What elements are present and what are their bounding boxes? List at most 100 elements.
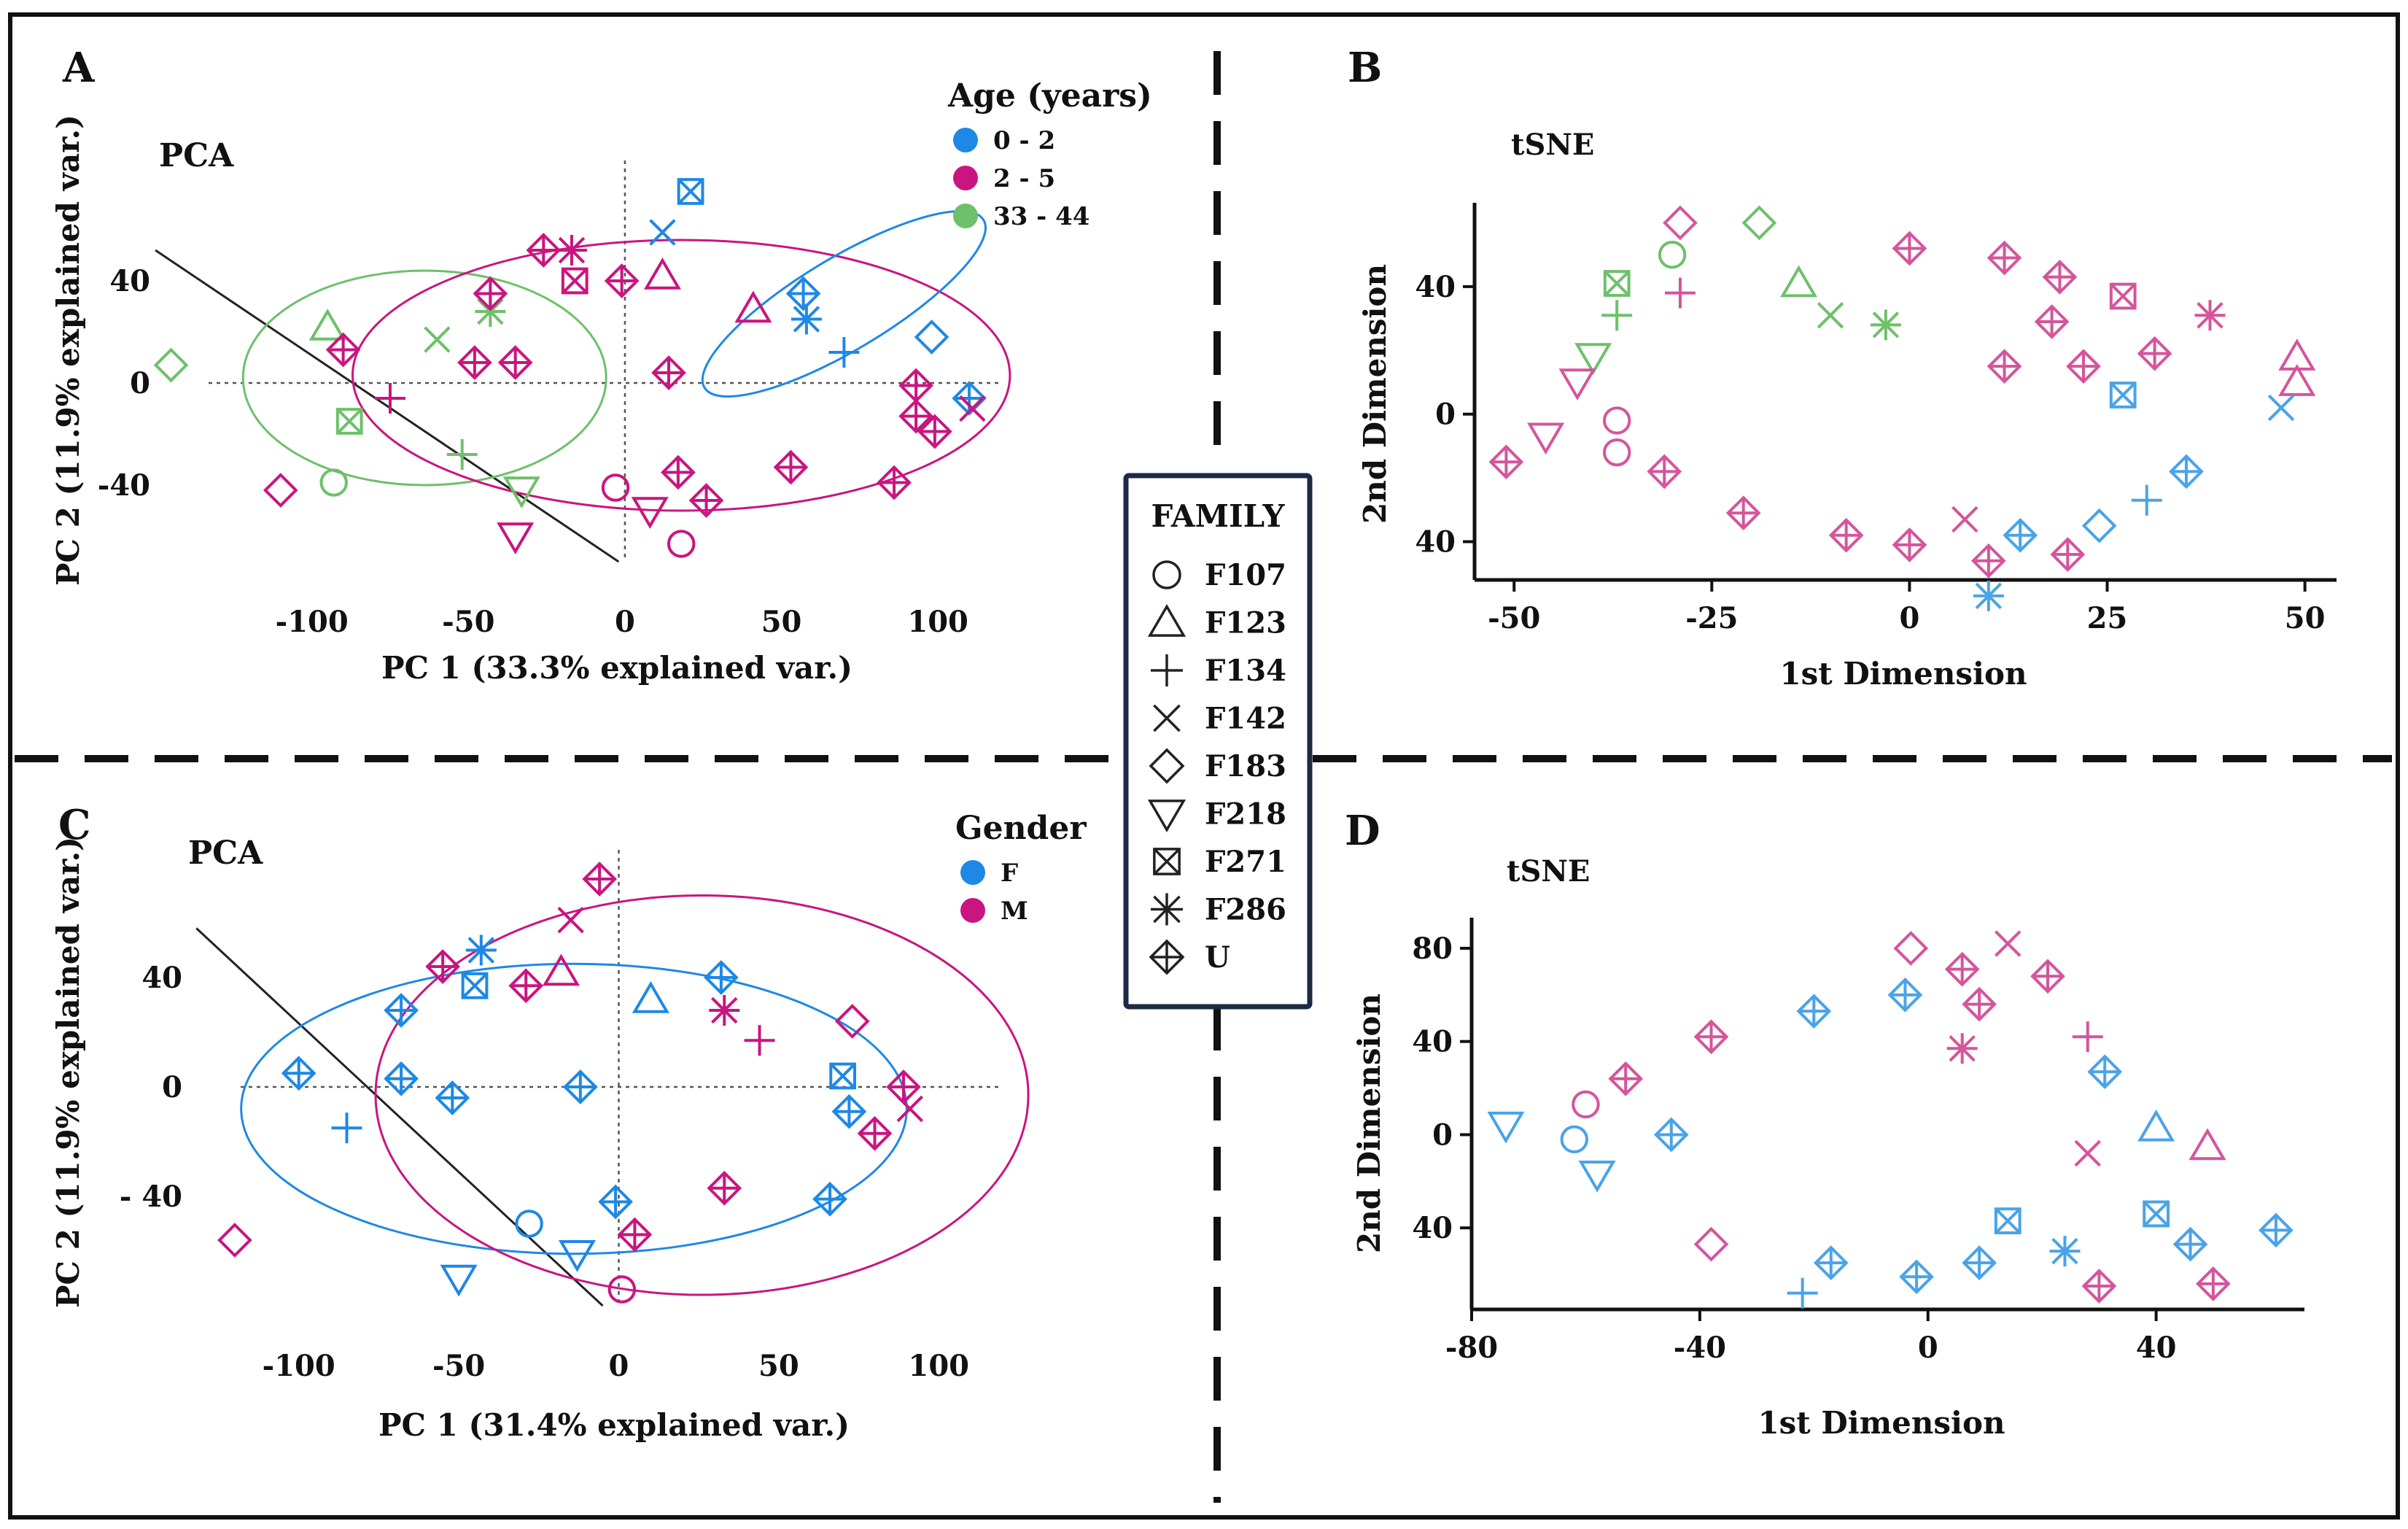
panel-a-point-triangle-down-stroke [502,476,540,508]
panel-d-point-star-stroke [1946,1033,1978,1064]
panel-b-point-cross-stroke [2267,394,2295,422]
panel-a-point-cross-stroke [424,326,451,353]
family-legend-marker-triangle-down [1147,800,1186,832]
panel-a-xtick: -50 [442,605,494,639]
panel-c-point-cross-stroke [896,1095,923,1123]
panel-c-xlabel: PC 1 (31.4% explained var.) [378,1407,850,1443]
panel-c-ylabel: PC 2 (11.9% explained var.) [50,837,86,1308]
panel-d-point-diamond-plus [1962,986,1997,1022]
panel-c-point-circle [607,1275,637,1304]
panel-a-point-diamond-plus-stroke [651,355,686,390]
panel-a-point-diamond-plus-stroke [325,332,361,368]
panel-a-point-diamond-plus-stroke [877,465,912,500]
panel-b-ytick: 40 [1415,525,1456,560]
family-legend-marker-triangle-down-stroke [1147,800,1186,832]
panel-a-point-diamond-plus [604,263,640,298]
panel-a-point-diamond-plus-stroke [473,276,508,311]
panel-d-point-diamond-plus-stroke [1887,977,1923,1013]
panel-c-point-diamond-plus [384,1061,419,1096]
panel-c-point-plus [744,1025,775,1056]
panel-c-legend-label: F [1001,859,1018,888]
panel-a-point-cross [424,326,451,353]
panel-a-point-plus-stroke [446,439,478,470]
panel-c-point-triangle [632,981,669,1013]
panel-d-point-diamond-plus-stroke [1899,1259,1934,1295]
panel-b-point-circle [1658,240,1687,269]
panel-d-point-diamond-plus-stroke [1962,1245,1997,1280]
panel-c-point-diamond-plus [857,1115,893,1151]
family-legend-label: F107 [1205,558,1286,592]
panel-b-point-plus [1601,300,1633,331]
panel-a-point-triangle [308,309,346,341]
panel-b-point-diamond-plus-stroke [1828,517,1864,553]
panel-b-point-star-stroke [1973,580,2004,611]
panel-b-xtick: 50 [2285,601,2326,635]
panel-c-point-diamond-plus [435,1080,470,1115]
panel-a-point-square-x [335,408,363,435]
panel-c-point-diamond-plus [562,1069,598,1104]
panel-a-point-diamond-plus [457,345,492,380]
panel-c-ytick: 0 [162,1070,182,1104]
panel-d-point-circle-stroke [1560,1125,1589,1154]
panel-c-ytick: - 40 [120,1180,182,1214]
panel-d-point-triangle-stroke [2137,1109,2175,1142]
panel-d-point-diamond-stroke [1893,931,1929,966]
panel-a-point-star [556,235,587,266]
panel-a-point-diamond-plus-stroke [773,449,809,485]
panel-b-point-square-x [1603,270,1631,297]
panel-d-point-circle [1572,1090,1600,1119]
panel-c-point-diamond-plus [886,1069,921,1104]
panel-a-point-diamond-plus [773,449,809,485]
panel-c-point-cross [896,1095,923,1123]
figure-frame [8,12,2400,1520]
family-legend-marker-plus-stroke [1151,654,1183,686]
panel-c-point-diamond-plus-stroke [857,1115,893,1151]
panel-b-point-diamond-plus [1986,240,2022,276]
family-legend-marker-diamond-plus-stroke [1149,939,1185,975]
family-legend-label: F183 [1205,749,1286,783]
panel-b-point-square-x-stroke [2109,382,2137,409]
panel-d-point-diamond-plus-stroke [1653,1117,1689,1153]
panel-a-point-diamond-plus-stroke [898,398,933,434]
panel-c-point-star-stroke [709,995,740,1026]
panel-b-xtick: 0 [1900,601,1920,635]
panel-d-point-diamond-plus-stroke [2081,1269,2117,1304]
panel-b-point-triangle-down-stroke [1574,343,1612,376]
panel-b-point-diamond-plus-stroke [1725,495,1761,531]
panel-letter-c: C [58,801,91,849]
panel-b-point-diamond-plus-stroke [2003,517,2038,553]
panel-b-point-cross [1817,302,1844,329]
panel-b-point-star [1973,580,2004,611]
panel-b-point-square-x [2109,282,2137,310]
panel-b-point-diamond-plus-stroke [2050,537,2086,572]
panel-d-xlabel: 1st Dimension [1758,1405,2005,1441]
panel-a-point-plus-stroke [375,383,405,414]
panel-c-point-diamond-stroke [217,1223,252,1258]
panel-c-xtick: 100 [908,1349,969,1383]
panel-a-legend-swatch-blue [953,128,978,152]
family-legend-marker-star-stroke [1151,893,1183,926]
panel-b-title: tSNE [1511,128,1594,162]
panel-b-point-diamond-plus-stroke [1971,543,2006,578]
family-legend-marker-cross-stroke [1153,704,1181,732]
panel-c-point-square-x-stroke [461,972,489,999]
panel-a-xtick: 50 [761,605,802,639]
panel-b-point-square-x-stroke [2109,282,2137,310]
panel-c-point-diamond [217,1223,252,1258]
panel-d-point-diamond-plus-stroke [1796,994,1832,1029]
panel-c-point-diamond-plus [582,862,617,897]
panel-d-point-square-x [1994,1207,2021,1235]
panel-c-point-circle-stroke [607,1275,637,1304]
panel-a-point-plus [828,337,860,368]
panel-a-point-circle-stroke [667,530,696,558]
panel-c-point-triangle-down-stroke [440,1264,478,1297]
panel-a-point-cross [959,395,986,422]
panel-c-point-triangle-down [440,1264,478,1297]
panel-d-point-diamond-plus-stroke [2172,1226,2208,1262]
panel-a-point-circle [319,468,348,497]
panel-b-point-diamond-plus [1725,495,1761,531]
family-legend-label: F142 [1205,702,1286,736]
panel-c-point-diamond-plus-stroke [425,949,460,984]
panel-d-ytick: 0 [1432,1118,1453,1152]
panel-a-point-circle-stroke [319,468,348,497]
